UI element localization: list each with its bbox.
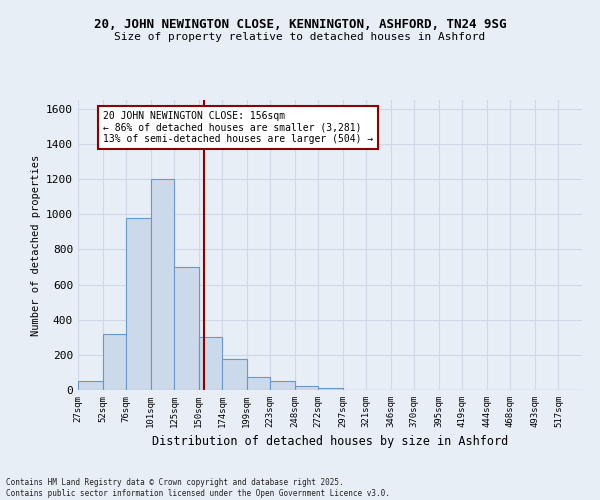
Bar (199, 338, 222, 390)
Bar (126, 218, 151, 390)
Bar (174, 267, 199, 390)
Y-axis label: Number of detached properties: Number of detached properties (31, 154, 41, 336)
Bar (295, 386, 318, 390)
Bar (222, 359, 247, 390)
Bar (151, 179, 174, 390)
Bar (247, 377, 270, 390)
Text: 20, JOHN NEWINGTON CLOSE, KENNINGTON, ASHFORD, TN24 9SG: 20, JOHN NEWINGTON CLOSE, KENNINGTON, AS… (94, 18, 506, 30)
Bar (78, 381, 103, 390)
Bar (270, 381, 295, 390)
Bar (103, 334, 126, 390)
Text: Contains HM Land Registry data © Crown copyright and database right 2025.
Contai: Contains HM Land Registry data © Crown c… (6, 478, 390, 498)
X-axis label: Distribution of detached houses by size in Ashford: Distribution of detached houses by size … (152, 436, 508, 448)
Bar (318, 388, 343, 390)
Text: 20 JOHN NEWINGTON CLOSE: 156sqm
← 86% of detached houses are smaller (3,281)
13%: 20 JOHN NEWINGTON CLOSE: 156sqm ← 86% of… (103, 110, 373, 144)
Text: Size of property relative to detached houses in Ashford: Size of property relative to detached ho… (115, 32, 485, 42)
